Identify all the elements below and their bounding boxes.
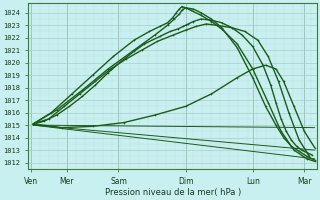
X-axis label: Pression niveau de la mer( hPa ): Pression niveau de la mer( hPa ) [105,188,241,197]
